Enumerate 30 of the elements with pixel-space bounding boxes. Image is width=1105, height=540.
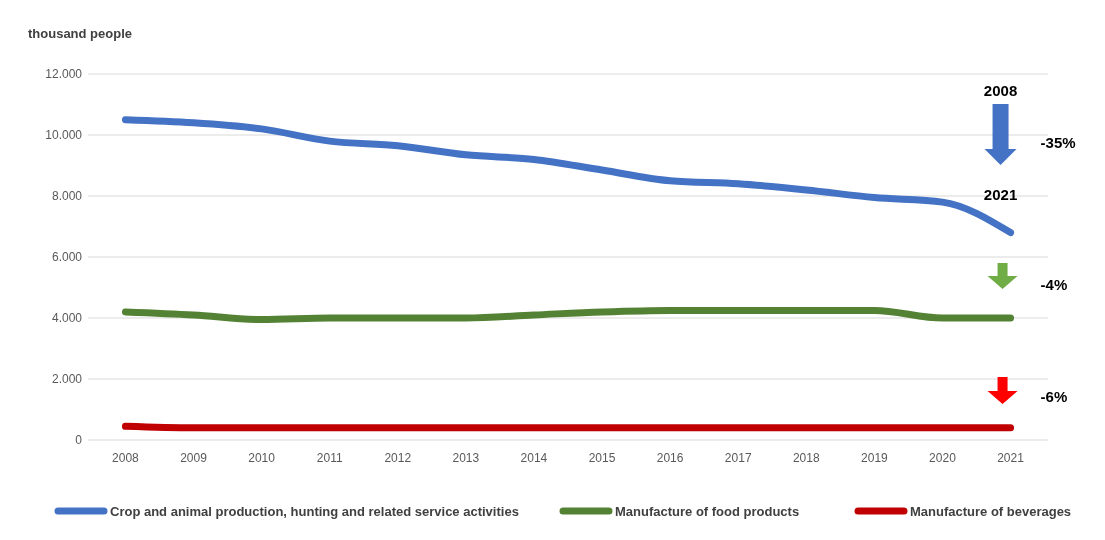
y-tick-label: 12.000 <box>45 67 83 81</box>
annotation: 2021 <box>983 186 1018 203</box>
x-tick-label: 2011 <box>316 451 343 465</box>
x-tick-label: 2016 <box>656 451 684 465</box>
annotation: 2008 <box>983 82 1018 99</box>
x-tick-label: 2008 <box>112 451 140 465</box>
x-tick-label: 2015 <box>588 451 616 465</box>
legend-label: Manufacture of beverages <box>910 504 1072 519</box>
x-tick-label: 2017 <box>724 451 752 465</box>
y-tick-label: 0 <box>75 433 83 447</box>
x-tick-label: 2019 <box>861 451 889 465</box>
x-tick-label: 2010 <box>248 451 276 465</box>
legend-label: Manufacture of food products <box>615 504 800 519</box>
y-tick-label: 4.000 <box>51 311 83 325</box>
x-tick-label: 2014 <box>520 451 548 465</box>
x-tick-label: 2021 <box>997 451 1025 465</box>
annotation: -35% <box>1040 134 1076 151</box>
annotation: -6% <box>1040 388 1068 405</box>
x-tick-label: 2018 <box>792 451 820 465</box>
y-tick-label: 8.000 <box>51 189 83 203</box>
x-tick-label: 2013 <box>452 451 480 465</box>
y-tick-label: 2.000 <box>51 372 83 386</box>
x-tick-label: 2009 <box>180 451 208 465</box>
x-tick-label: 2012 <box>384 451 412 465</box>
y-axis-title: thousand people <box>28 26 132 41</box>
legend-label: Crop and animal production, hunting and related service activities <box>110 504 519 519</box>
y-tick-label: 6.000 <box>51 250 83 264</box>
annotation: -4% <box>1040 276 1068 293</box>
x-tick-label: 2020 <box>929 451 957 465</box>
y-tick-label: 10.000 <box>45 128 83 142</box>
